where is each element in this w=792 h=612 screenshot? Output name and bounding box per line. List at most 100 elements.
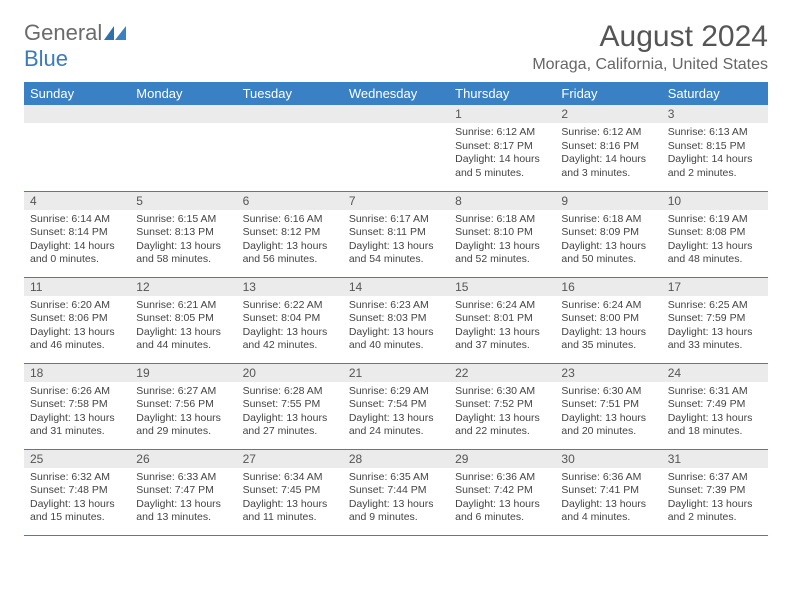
detail-line-ss: Sunset: 7:41 PM: [561, 484, 655, 498]
detail-line-dl2: and 24 minutes.: [349, 425, 443, 439]
detail-line-ss: Sunset: 7:39 PM: [668, 484, 762, 498]
detail-line-ss: Sunset: 7:58 PM: [30, 398, 124, 412]
detail-line-sr: Sunrise: 6:27 AM: [136, 385, 230, 399]
detail-line-sr: Sunrise: 6:20 AM: [30, 299, 124, 313]
detail-line-sr: Sunrise: 6:12 AM: [561, 126, 655, 140]
day-details: Sunrise: 6:37 AMSunset: 7:39 PMDaylight:…: [662, 468, 768, 530]
day-number: 13: [237, 278, 343, 296]
detail-line-ss: Sunset: 8:15 PM: [668, 140, 762, 154]
detail-line-sr: Sunrise: 6:25 AM: [668, 299, 762, 313]
detail-line-sr: Sunrise: 6:22 AM: [243, 299, 337, 313]
day-number: 8: [449, 192, 555, 210]
detail-line-sr: Sunrise: 6:37 AM: [668, 471, 762, 485]
day-details: Sunrise: 6:34 AMSunset: 7:45 PMDaylight:…: [237, 468, 343, 530]
page-subtitle: Moraga, California, United States: [532, 56, 768, 74]
detail-line-sr: Sunrise: 6:28 AM: [243, 385, 337, 399]
detail-line-dl1: Daylight: 13 hours: [243, 240, 337, 254]
detail-line-dl1: Daylight: 13 hours: [349, 240, 443, 254]
detail-line-dl2: and 35 minutes.: [561, 339, 655, 353]
detail-line-ss: Sunset: 8:01 PM: [455, 312, 549, 326]
detail-line-dl1: Daylight: 13 hours: [136, 498, 230, 512]
detail-line-sr: Sunrise: 6:15 AM: [136, 213, 230, 227]
detail-line-dl1: Daylight: 13 hours: [455, 412, 549, 426]
day-cell: 13Sunrise: 6:22 AMSunset: 8:04 PMDayligh…: [237, 277, 343, 363]
detail-line-dl2: and 29 minutes.: [136, 425, 230, 439]
detail-line-dl2: and 20 minutes.: [561, 425, 655, 439]
detail-line-ss: Sunset: 8:08 PM: [668, 226, 762, 240]
detail-line-dl1: Daylight: 13 hours: [561, 412, 655, 426]
dow-friday: Friday: [555, 82, 661, 105]
weeks-body: 1Sunrise: 6:12 AMSunset: 8:17 PMDaylight…: [24, 105, 768, 535]
day-cell: 23Sunrise: 6:30 AMSunset: 7:51 PMDayligh…: [555, 363, 661, 449]
day-cell: 30Sunrise: 6:36 AMSunset: 7:41 PMDayligh…: [555, 449, 661, 535]
detail-line-sr: Sunrise: 6:18 AM: [561, 213, 655, 227]
day-number: [343, 105, 449, 123]
detail-line-dl1: Daylight: 13 hours: [30, 412, 124, 426]
day-cell: 7Sunrise: 6:17 AMSunset: 8:11 PMDaylight…: [343, 191, 449, 277]
day-number: 7: [343, 192, 449, 210]
day-details: Sunrise: 6:31 AMSunset: 7:49 PMDaylight:…: [662, 382, 768, 444]
day-number: 31: [662, 450, 768, 468]
detail-line-dl2: and 6 minutes.: [455, 511, 549, 525]
detail-line-ss: Sunset: 7:49 PM: [668, 398, 762, 412]
day-cell: 1Sunrise: 6:12 AMSunset: 8:17 PMDaylight…: [449, 105, 555, 191]
detail-line-dl1: Daylight: 14 hours: [455, 153, 549, 167]
day-details: Sunrise: 6:12 AMSunset: 8:16 PMDaylight:…: [555, 123, 661, 185]
day-cell: 18Sunrise: 6:26 AMSunset: 7:58 PMDayligh…: [24, 363, 130, 449]
day-details: Sunrise: 6:24 AMSunset: 8:01 PMDaylight:…: [449, 296, 555, 358]
empty-cell: [343, 105, 449, 191]
detail-line-ss: Sunset: 7:56 PM: [136, 398, 230, 412]
detail-line-ss: Sunset: 7:45 PM: [243, 484, 337, 498]
day-number: 19: [130, 364, 236, 382]
detail-line-sr: Sunrise: 6:33 AM: [136, 471, 230, 485]
detail-line-sr: Sunrise: 6:36 AM: [455, 471, 549, 485]
day-number: 1: [449, 105, 555, 123]
day-cell: 28Sunrise: 6:35 AMSunset: 7:44 PMDayligh…: [343, 449, 449, 535]
day-number: [237, 105, 343, 123]
day-number: 10: [662, 192, 768, 210]
day-cell: 8Sunrise: 6:18 AMSunset: 8:10 PMDaylight…: [449, 191, 555, 277]
page-title: August 2024: [532, 20, 768, 54]
day-details: Sunrise: 6:18 AMSunset: 8:09 PMDaylight:…: [555, 210, 661, 272]
detail-line-ss: Sunset: 8:17 PM: [455, 140, 549, 154]
dow-monday: Monday: [130, 82, 236, 105]
detail-line-ss: Sunset: 7:48 PM: [30, 484, 124, 498]
detail-line-dl1: Daylight: 13 hours: [455, 498, 549, 512]
day-cell: 12Sunrise: 6:21 AMSunset: 8:05 PMDayligh…: [130, 277, 236, 363]
header: GeneralBlue August 2024 Moraga, Californ…: [24, 20, 768, 74]
detail-line-dl2: and 22 minutes.: [455, 425, 549, 439]
day-number: [24, 105, 130, 123]
day-details: Sunrise: 6:35 AMSunset: 7:44 PMDaylight:…: [343, 468, 449, 530]
detail-line-dl2: and 31 minutes.: [30, 425, 124, 439]
detail-line-dl1: Daylight: 13 hours: [668, 240, 762, 254]
detail-line-dl2: and 50 minutes.: [561, 253, 655, 267]
day-number: 4: [24, 192, 130, 210]
day-details: Sunrise: 6:15 AMSunset: 8:13 PMDaylight:…: [130, 210, 236, 272]
detail-line-ss: Sunset: 8:04 PM: [243, 312, 337, 326]
day-cell: 27Sunrise: 6:34 AMSunset: 7:45 PMDayligh…: [237, 449, 343, 535]
detail-line-sr: Sunrise: 6:16 AM: [243, 213, 337, 227]
detail-line-dl1: Daylight: 13 hours: [30, 326, 124, 340]
detail-line-ss: Sunset: 7:52 PM: [455, 398, 549, 412]
day-number: 23: [555, 364, 661, 382]
weekday-header-row: Sunday Monday Tuesday Wednesday Thursday…: [24, 82, 768, 105]
detail-line-dl1: Daylight: 13 hours: [136, 240, 230, 254]
detail-line-sr: Sunrise: 6:13 AM: [668, 126, 762, 140]
detail-line-ss: Sunset: 8:03 PM: [349, 312, 443, 326]
brand-logo: GeneralBlue: [24, 20, 126, 72]
detail-line-dl2: and 5 minutes.: [455, 167, 549, 181]
day-details: Sunrise: 6:16 AMSunset: 8:12 PMDaylight:…: [237, 210, 343, 272]
day-details: Sunrise: 6:36 AMSunset: 7:41 PMDaylight:…: [555, 468, 661, 530]
detail-line-sr: Sunrise: 6:18 AM: [455, 213, 549, 227]
detail-line-dl2: and 3 minutes.: [561, 167, 655, 181]
day-details: Sunrise: 6:25 AMSunset: 7:59 PMDaylight:…: [662, 296, 768, 358]
day-cell: 25Sunrise: 6:32 AMSunset: 7:48 PMDayligh…: [24, 449, 130, 535]
detail-line-ss: Sunset: 8:14 PM: [30, 226, 124, 240]
detail-line-ss: Sunset: 8:00 PM: [561, 312, 655, 326]
day-details: Sunrise: 6:21 AMSunset: 8:05 PMDaylight:…: [130, 296, 236, 358]
day-number: 11: [24, 278, 130, 296]
day-details: Sunrise: 6:14 AMSunset: 8:14 PMDaylight:…: [24, 210, 130, 272]
day-details: Sunrise: 6:24 AMSunset: 8:00 PMDaylight:…: [555, 296, 661, 358]
detail-line-dl2: and 4 minutes.: [561, 511, 655, 525]
calendar-page: GeneralBlue August 2024 Moraga, Californ…: [0, 0, 792, 556]
